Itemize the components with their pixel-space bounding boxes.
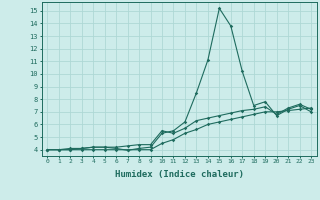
X-axis label: Humidex (Indice chaleur): Humidex (Indice chaleur) [115, 170, 244, 179]
